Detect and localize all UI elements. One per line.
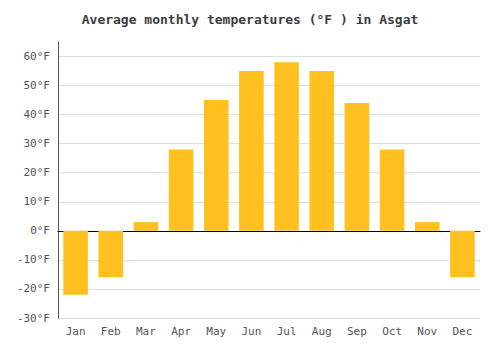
svg-text:Jul: Jul	[277, 325, 297, 338]
svg-text:50°F: 50°F	[24, 79, 51, 92]
svg-text:Jan: Jan	[66, 325, 86, 338]
svg-text:-10°F: -10°F	[17, 253, 50, 266]
svg-text:May: May	[206, 325, 226, 338]
svg-text:Mar: Mar	[136, 325, 156, 338]
svg-text:Feb: Feb	[101, 325, 121, 338]
svg-text:Nov: Nov	[417, 325, 437, 338]
svg-text:Dec: Dec	[452, 325, 472, 338]
svg-text:60°F: 60°F	[24, 50, 51, 63]
svg-text:-30°F: -30°F	[17, 312, 50, 325]
svg-text:10°F: 10°F	[24, 195, 51, 208]
svg-text:Aug: Aug	[312, 325, 332, 338]
svg-text:30°F: 30°F	[24, 137, 51, 150]
svg-text:Average monthly temperatures (: Average monthly temperatures (°F ) in As…	[82, 12, 419, 27]
svg-text:-20°F: -20°F	[17, 282, 50, 295]
svg-text:Apr: Apr	[171, 325, 191, 338]
svg-text:Sep: Sep	[347, 325, 367, 338]
svg-text:0°F: 0°F	[30, 224, 50, 237]
svg-text:Oct: Oct	[382, 325, 402, 338]
svg-text:40°F: 40°F	[24, 108, 51, 121]
svg-text:20°F: 20°F	[24, 166, 51, 179]
svg-text:Jun: Jun	[241, 325, 261, 338]
